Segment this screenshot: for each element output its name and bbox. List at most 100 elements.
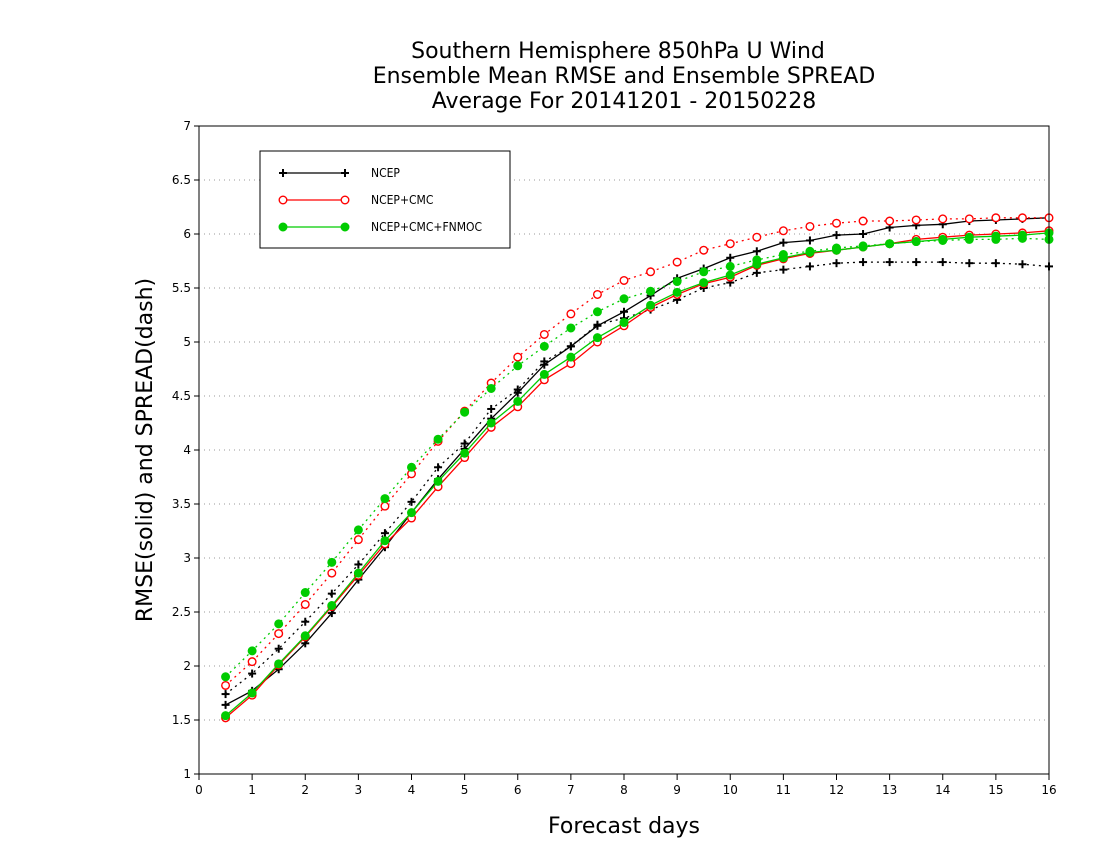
- open-circle-marker: [991, 213, 1001, 223]
- open-circle-marker: [539, 329, 549, 339]
- filled-circle-marker: [858, 242, 868, 252]
- plus-marker: [540, 360, 549, 369]
- x-tick-label: 11: [776, 783, 791, 797]
- filled-circle-marker: [340, 222, 350, 232]
- open-circle-marker: [327, 568, 337, 578]
- filled-circle-marker: [300, 631, 310, 641]
- plus-marker: [407, 497, 416, 506]
- plus-marker: [779, 238, 788, 247]
- x-axis-ticks: 0 1 2 3 4 5 6 7 8 9 10 11 12 13 14 15 16: [195, 774, 1057, 797]
- plus-marker: [327, 589, 336, 598]
- series-2-spread-markers: [221, 233, 1054, 682]
- y-tick-label: 6.5: [172, 173, 191, 187]
- open-circle-marker: [353, 535, 363, 545]
- filled-circle-marker: [539, 341, 549, 351]
- filled-circle-marker: [247, 646, 257, 656]
- filled-circle-marker: [380, 536, 390, 546]
- plot-series: [221, 213, 1054, 723]
- plus-marker: [938, 258, 947, 267]
- series-2-rmse-line: [225, 232, 1050, 717]
- filled-circle-marker: [699, 278, 709, 288]
- plus-marker: [726, 253, 735, 262]
- y-tick-label: 3.5: [172, 497, 191, 511]
- plus-marker: [221, 700, 230, 709]
- plus-marker: [380, 529, 389, 538]
- chart-title: Southern Hemisphere 850hPa U Wind Ensemb…: [373, 39, 876, 114]
- series-1-rmse-markers: [221, 226, 1054, 723]
- open-circle-marker: [278, 195, 288, 205]
- x-tick-label: 16: [1041, 783, 1056, 797]
- filled-circle-marker: [991, 231, 1001, 241]
- filled-circle-marker: [805, 247, 815, 257]
- y-tick-label: 5: [183, 335, 191, 349]
- filled-circle-marker: [1017, 230, 1027, 240]
- filled-circle-marker: [646, 300, 656, 310]
- x-tick-label: 6: [514, 783, 522, 797]
- plus-marker: [752, 247, 761, 256]
- plus-marker: [513, 388, 522, 397]
- series-0-rmse-line: [225, 217, 1050, 706]
- x-tick-label: 0: [195, 783, 203, 797]
- filled-circle-marker: [725, 261, 735, 271]
- filled-circle-marker: [592, 307, 602, 317]
- filled-circle-marker: [832, 245, 841, 255]
- open-circle-marker: [938, 214, 948, 224]
- filled-circle-marker: [938, 234, 948, 244]
- plus-marker: [301, 617, 310, 626]
- open-circle-marker: [725, 239, 735, 249]
- open-circle-marker: [380, 501, 390, 511]
- x-tick-label: 5: [461, 783, 469, 797]
- x-tick-label: 10: [723, 783, 738, 797]
- open-circle-marker: [858, 216, 868, 226]
- open-circle-marker: [274, 629, 284, 639]
- plus-marker: [752, 268, 761, 277]
- filled-circle-marker: [433, 476, 443, 486]
- plus-marker: [832, 259, 841, 268]
- filled-circle-marker: [566, 323, 576, 333]
- filled-circle-marker: [725, 270, 735, 280]
- plus-marker: [354, 560, 363, 569]
- x-tick-label: 9: [673, 783, 681, 797]
- filled-circle-marker: [327, 557, 337, 567]
- filled-circle-marker: [460, 448, 470, 458]
- filled-circle-marker: [778, 253, 788, 263]
- plus-marker: [248, 669, 257, 678]
- open-circle-marker: [247, 657, 257, 667]
- filled-circle-marker: [353, 568, 363, 578]
- plus-marker: [1018, 260, 1027, 269]
- filled-circle-marker: [353, 525, 363, 535]
- plus-marker: [832, 231, 841, 240]
- filled-circle-marker: [513, 361, 523, 371]
- filled-circle-marker: [407, 462, 416, 472]
- open-circle-marker: [221, 680, 231, 690]
- y-tick-label: 2.5: [172, 605, 191, 619]
- legend-entries: NCEP NCEP+CMC NCEP+CMC+FNMOC: [278, 166, 482, 234]
- filled-circle-marker: [433, 434, 443, 444]
- open-circle-marker: [566, 309, 576, 319]
- y-tick-label: 4: [183, 443, 191, 457]
- open-circle-marker: [778, 226, 788, 236]
- series-2-spread-line: [225, 237, 1050, 678]
- series-0-spread-line: [225, 261, 1050, 695]
- plus-marker: [885, 258, 894, 267]
- y-tick-label: 2: [183, 659, 191, 673]
- y-axis-label: RMSE(solid) and SPREAD(dash): [133, 278, 158, 622]
- x-tick-label: 2: [301, 783, 309, 797]
- plus-marker: [487, 404, 496, 413]
- series-1-spread-line: [225, 217, 1049, 686]
- filled-circle-marker: [646, 286, 656, 296]
- grid-lines: [199, 179, 1049, 721]
- x-tick-label: 4: [408, 783, 416, 797]
- plus-marker: [779, 265, 788, 274]
- x-tick-label: 15: [988, 783, 1003, 797]
- open-circle-marker: [752, 232, 762, 242]
- y-tick-label: 6: [183, 227, 191, 241]
- filled-circle-marker: [486, 383, 496, 393]
- y-tick-label: 5.5: [172, 281, 191, 295]
- legend-label: NCEP+CMC: [371, 193, 433, 207]
- filled-circle-marker: [752, 259, 762, 269]
- plus-marker: [279, 169, 287, 177]
- open-circle-marker: [672, 257, 682, 267]
- legend: NCEP NCEP+CMC NCEP+CMC+FNMOC: [259, 150, 511, 249]
- y-tick-label: 1: [183, 767, 191, 781]
